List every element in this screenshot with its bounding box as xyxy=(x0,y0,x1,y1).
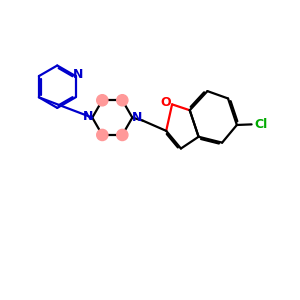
Text: Cl: Cl xyxy=(254,118,268,131)
Text: N: N xyxy=(132,111,142,124)
Circle shape xyxy=(117,95,128,106)
Text: O: O xyxy=(160,95,171,109)
Circle shape xyxy=(97,129,108,140)
Circle shape xyxy=(97,95,108,106)
Text: N: N xyxy=(83,110,93,123)
Text: N: N xyxy=(73,68,83,81)
Circle shape xyxy=(117,129,128,140)
